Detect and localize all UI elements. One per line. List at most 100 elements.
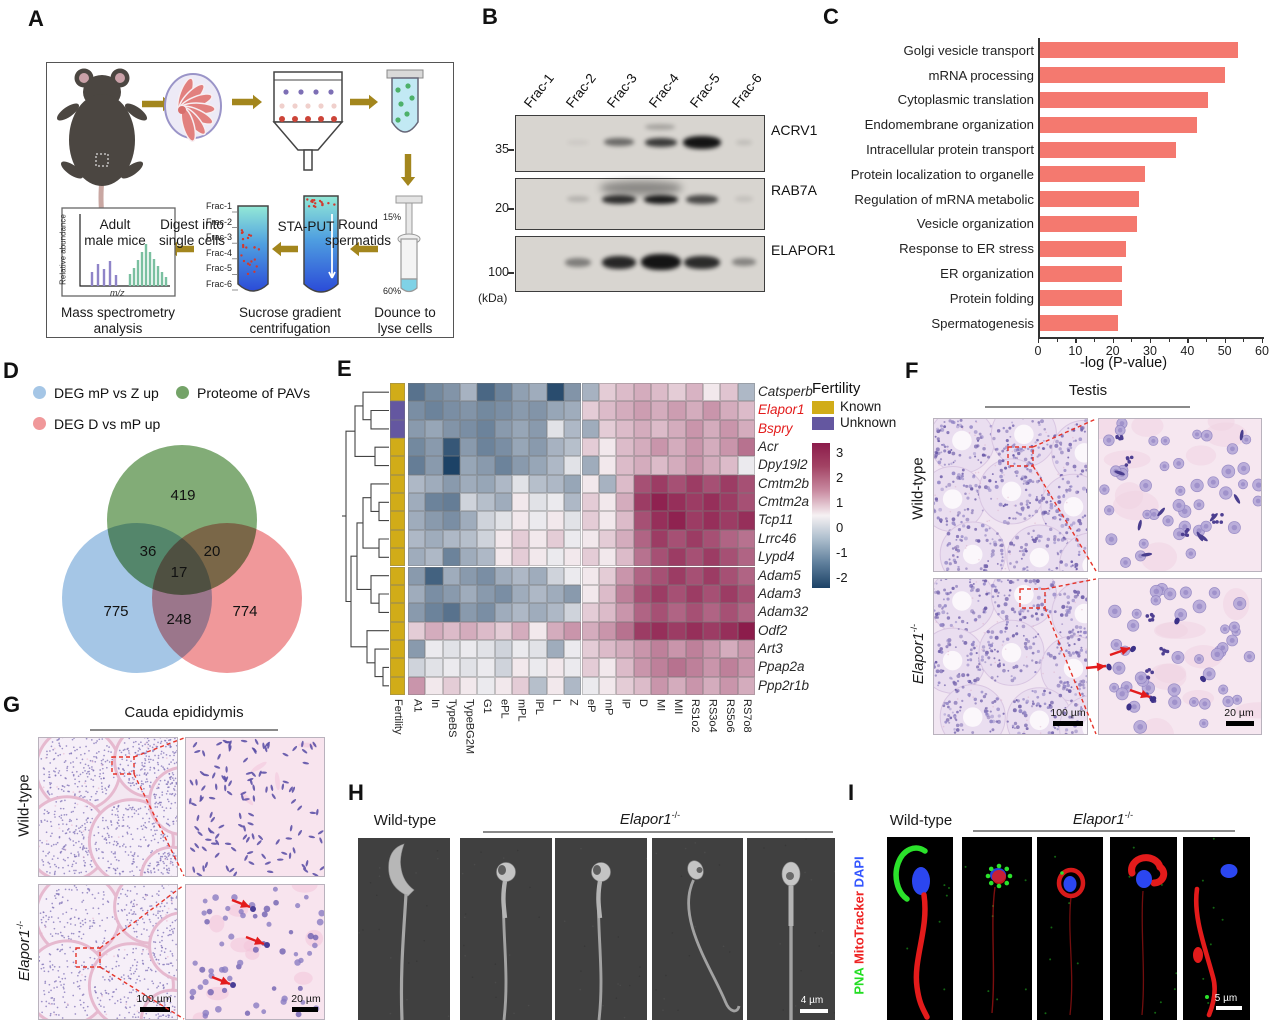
x-axis-line <box>1038 337 1264 339</box>
lane-label: Frac-5 <box>686 70 723 111</box>
heatmap-cell <box>598 658 617 677</box>
heatmap-cell <box>668 401 686 420</box>
gene-label: Dpy19l2 <box>758 457 808 473</box>
heatmap-cell <box>564 493 582 512</box>
heatmap-cell <box>598 621 617 640</box>
gene-label: Tcp11 <box>758 512 794 528</box>
f-row-ko-label: Elapor1-/- <box>909 623 927 685</box>
caption-staput: STA-PUT <box>277 219 335 234</box>
heatmap-cell <box>408 658 426 677</box>
caption-sucrose: Sucrose gradient centrifugation <box>238 305 342 336</box>
wildtype-cauda-lowmag-image <box>38 737 178 877</box>
x-tick <box>1075 338 1077 343</box>
heatmap-cell <box>512 529 530 549</box>
protein-band <box>735 139 752 145</box>
heatmap-cell <box>598 584 617 604</box>
gene-label: Adam3 <box>758 585 801 601</box>
heatmap-cell <box>737 566 755 585</box>
bar-category-label: Spermatogenesis <box>931 315 1034 331</box>
caption-mass-spec: Mass spectrometry analysis <box>60 305 176 336</box>
heatmap-cell <box>650 456 669 475</box>
heatmap-cell <box>720 383 738 402</box>
heatmap-cell <box>529 511 547 530</box>
gene-label: Odf2 <box>758 622 788 638</box>
heatmap-cell <box>598 639 617 659</box>
heatmap-cell <box>546 419 565 439</box>
heatmap-cell <box>720 621 738 640</box>
bar-row: ER organization <box>822 261 1238 286</box>
x-tick-label: 40 <box>1180 344 1195 358</box>
heatmap-cell <box>668 548 686 567</box>
heatmap-cell <box>546 474 565 494</box>
heatmap-cell <box>737 474 755 494</box>
heatmap-cell <box>460 529 478 549</box>
venn-count-green-only: 419 <box>170 487 196 504</box>
heatmap-cell <box>477 566 495 585</box>
heatmap-cell <box>529 383 547 402</box>
heatmap-cell <box>442 401 461 420</box>
ko-testis-highmag-image <box>1098 578 1262 735</box>
h-scalebar-label: 4 µm <box>800 995 824 1006</box>
fraction-label: Frac-3 <box>205 232 232 243</box>
heatmap-cell <box>564 603 582 622</box>
heatmap-cell <box>529 584 547 604</box>
h-wildtype-label: Wild-type <box>373 812 437 829</box>
heatmap-cell <box>668 419 686 439</box>
fertility-cell <box>390 401 405 420</box>
heatmap-cell <box>460 584 478 604</box>
kda-marker: 100 <box>488 265 509 279</box>
fraction-label: Frac-1 <box>205 201 232 211</box>
heatmap-cell <box>737 438 755 457</box>
panel-d-label: D <box>3 358 19 383</box>
x-minortick <box>1131 338 1133 342</box>
g-row-ko-label: Elapor1-/- <box>15 920 33 982</box>
heatmap-cell <box>442 511 461 530</box>
fertility-cell <box>390 456 405 475</box>
heatmap-cell <box>581 511 599 530</box>
heatmap-cell <box>702 639 721 659</box>
heatmap-cell <box>598 419 617 439</box>
gene-label: Lypd4 <box>758 549 795 565</box>
bar-category-label: ER organization <box>940 266 1034 282</box>
heatmap-cell <box>720 438 738 457</box>
heatmap-cell <box>408 493 426 512</box>
panel-g-label: G <box>3 692 21 717</box>
heatmap-cell <box>702 676 721 695</box>
heatmap-cell <box>616 401 634 420</box>
heatmap-cell <box>702 474 721 494</box>
heatmap-cell <box>720 639 738 659</box>
fertility-cell <box>390 529 405 549</box>
heatmap-cell <box>425 419 443 439</box>
heatmap-cell <box>425 529 443 549</box>
heatmap-cell <box>460 621 478 640</box>
heatmap-cell <box>616 639 634 659</box>
heatmap-cell <box>581 548 599 567</box>
heatmap-cell <box>546 621 565 640</box>
bar-track <box>1040 67 1238 84</box>
heatmap-cell <box>598 566 617 585</box>
stage-label: MII <box>671 699 684 715</box>
heatmap-cell <box>477 419 495 439</box>
heatmap-cell <box>720 419 738 439</box>
venn-legend-blue: DEG mP vs Z up <box>54 385 159 401</box>
bar-track <box>1040 42 1238 59</box>
heatmap-cell <box>425 566 443 585</box>
gradient-bottom-pct: 60% <box>383 286 402 296</box>
f-row-wildtype-label: Wild-type <box>909 457 927 520</box>
heatmap-cell <box>685 383 703 402</box>
bar-category-label: Response to ER stress <box>899 241 1034 257</box>
bar-row: Vesicle organization <box>822 212 1238 237</box>
x-minortick <box>1094 338 1096 342</box>
protein-band <box>684 255 720 269</box>
panel-a-box <box>46 62 454 338</box>
protein-band <box>566 196 589 202</box>
heatmap-cell <box>720 658 738 677</box>
heatmap-cell <box>650 529 669 549</box>
stage-label: RS7o8 <box>741 699 754 733</box>
heatmap-cell <box>494 529 513 549</box>
heatmap-cell <box>633 383 651 402</box>
gradient-top-pct: 15% <box>383 212 402 222</box>
heatmap-cell <box>650 658 669 677</box>
stage-label: TypeBS <box>446 699 459 738</box>
bar <box>1040 116 1197 133</box>
